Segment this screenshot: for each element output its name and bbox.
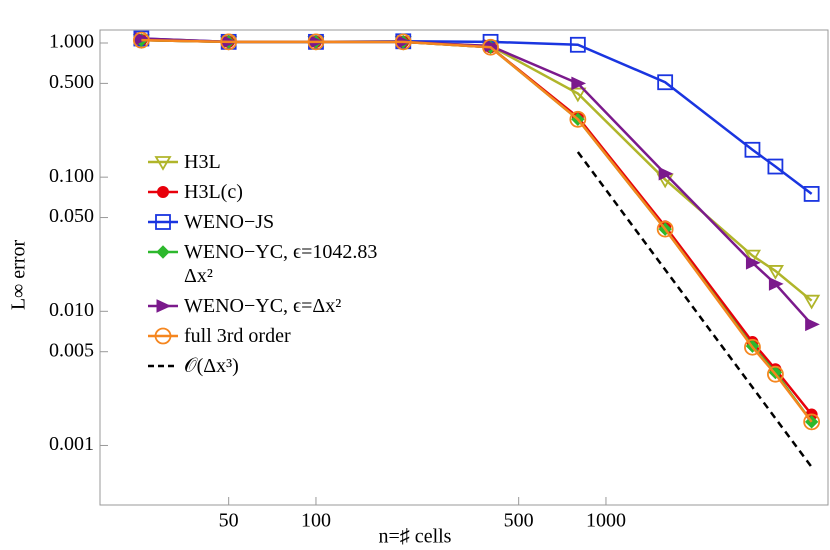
x-tick-label: 500 [504,510,534,532]
marker [569,110,587,128]
marker [569,87,587,103]
legend-entry: H3L(c) [146,180,386,204]
legend-entry: H3L [146,150,386,174]
legend: H3L H3L(c) WENO−JS WENO−YC, ϵ=1042.83 Δx² WE… [146,150,386,384]
marker [156,245,170,259]
marker [658,166,674,181]
legend-entry: 𝒪(Δx³) [146,354,386,378]
marker [132,31,150,49]
legend-label: WENO−JS [184,211,275,233]
marker [394,33,412,51]
marker [157,186,169,198]
x-tick-label: 50 [219,510,239,532]
marker [220,33,238,51]
marker [569,36,586,53]
marker [307,33,325,51]
legend-entry: WENO−JS [146,210,386,234]
legend-label: full 3rd order [184,325,291,347]
legend-swatch [148,156,178,171]
y-tick-label: 1.000 [49,31,94,53]
marker [744,338,761,356]
y-tick-label: 0.500 [49,71,94,93]
marker [154,156,172,171]
legend-label: WENO−YC, ϵ=1042.83 Δx² [184,241,378,287]
marker [155,214,171,230]
x-axis-title: n=♯ cells [379,526,452,548]
legend-label: H3L [184,151,221,173]
y-tick-label: 0.050 [49,205,94,227]
y-tick-label: 0.001 [49,433,94,455]
legend-label: H3L(c) [184,181,243,203]
marker [657,74,674,91]
y-tick-label: 0.100 [49,165,94,187]
marker [767,365,784,383]
y-tick-label: 0.005 [49,339,94,361]
legend-label: 𝒪(Δx³) [184,355,239,377]
marker [768,277,784,291]
series-line [576,151,813,468]
marker [745,256,761,270]
legend-entry: full 3rd order [146,324,386,348]
legend-swatch [148,214,178,230]
marker [156,299,172,313]
marker [803,413,821,431]
legend-entry: WENO−YC, ϵ=1042.83 Δx² [146,240,386,288]
legend-swatch [148,245,178,259]
legend-swatch [148,364,178,368]
x-tick-label: 100 [301,510,331,532]
legend-swatch [148,299,178,313]
marker [134,31,150,46]
y-axis-title: L∞ error [8,240,30,311]
marker [803,294,821,310]
marker [743,249,762,265]
marker [744,141,761,158]
marker [482,38,499,56]
marker [154,327,172,345]
legend-swatch [148,327,178,345]
y-tick-label: 0.010 [49,299,94,321]
marker [803,186,820,202]
marker [766,265,784,280]
marker [805,317,820,332]
legend-entry: WENO−YC, ϵ=Δx² [146,294,386,318]
marker [767,158,784,175]
x-tick-label: 1000 [586,510,626,532]
legend-label: WENO−YC, ϵ=Δx² [184,295,342,317]
plot-frame [99,29,829,506]
marker [656,220,674,238]
marker [571,76,587,91]
series-line [141,38,813,423]
legend-swatch [148,186,178,198]
